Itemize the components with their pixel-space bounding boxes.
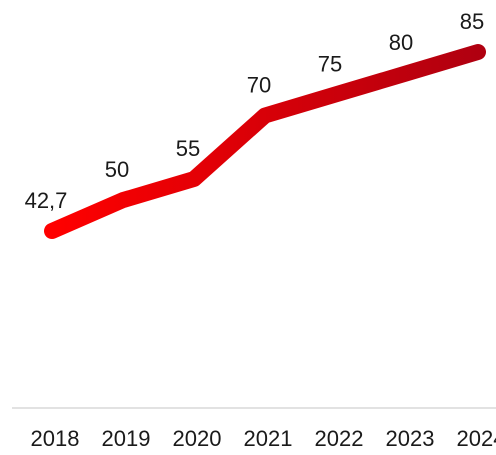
- data-labels: 42,7 50 55 70 75 80 85: [25, 9, 485, 213]
- x-tick-label-2018: 2018: [31, 426, 80, 451]
- data-label-2022: 75: [318, 51, 342, 76]
- x-tick-label-2020: 2020: [173, 426, 222, 451]
- x-tick-label-2021: 2021: [244, 426, 293, 451]
- x-tick-labels: 2018 2019 2020 2021 2022 2023 2024: [31, 426, 496, 451]
- data-label-2023: 80: [389, 30, 413, 55]
- data-label-2020: 55: [176, 136, 200, 161]
- x-tick-label-2024: 2024: [457, 426, 496, 451]
- data-label-2024: 85: [460, 9, 484, 34]
- x-tick-label-2022: 2022: [315, 426, 364, 451]
- data-label-2018: 42,7: [25, 188, 68, 213]
- series-line: [44, 44, 486, 239]
- x-tick-label-2019: 2019: [102, 426, 151, 451]
- x-tick-label-2023: 2023: [386, 426, 435, 451]
- data-label-2021: 70: [247, 72, 271, 97]
- data-label-2019: 50: [105, 157, 129, 182]
